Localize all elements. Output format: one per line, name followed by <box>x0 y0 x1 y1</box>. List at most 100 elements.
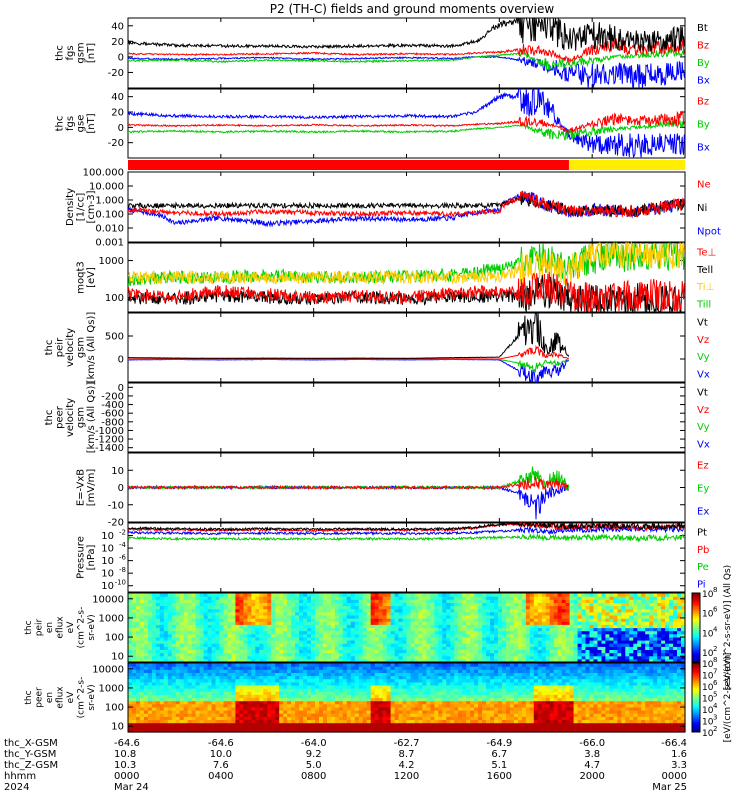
legend-peir_velocity: Vt Vz Vy Vx <box>697 318 710 381</box>
y-tick-label: 10000 <box>92 594 124 605</box>
y-tick-label: 40 <box>111 92 124 103</box>
colorbar-tick-exponent: 8 <box>713 656 717 664</box>
y-tick-label: 20 <box>111 108 124 119</box>
y-axis-label: thcpeervelocitygsm[km/s (All Qs)] <box>44 382 97 454</box>
series-By-line <box>128 47 685 71</box>
legend-entry: Vy <box>697 352 710 363</box>
ephemeris-value: 8.7 <box>399 749 415 760</box>
y-tick-label: -600 <box>101 409 124 420</box>
y-axis-label: Pressure[nPa] <box>76 536 98 579</box>
y-tick-exponent: -2 <box>119 529 126 537</box>
colorbar-label: [eV/(cm^2-s-sr-eV)] (All Qs) <box>723 565 733 690</box>
series-Bz-line <box>128 110 685 134</box>
y-tick-label: -20 <box>108 518 124 529</box>
y-tick-label: 100 <box>105 293 124 304</box>
y-tick-label: 20 <box>111 37 124 48</box>
y-tick-label: -10 <box>108 500 124 511</box>
panel-frame <box>127 662 686 733</box>
legend-pressure: Pt Pb Pe Pi <box>697 528 709 591</box>
ephemeris-value: Mar 25 <box>652 782 687 793</box>
panel-fgs_gse: -20 0 20 40 thcfgsgse[nT] <box>55 88 686 159</box>
y-tick-label: 10 <box>101 556 114 567</box>
series-Vx-line <box>128 358 570 383</box>
legend-entry: Tell <box>696 265 713 276</box>
series-Pe-line <box>128 532 685 543</box>
y-tick-exponent: -10 <box>115 579 126 587</box>
colorbar-tick-exponent: 2 <box>713 645 717 653</box>
series-Vy-line <box>128 358 569 374</box>
series-Pi-line <box>128 525 685 536</box>
colorbar-tick-label: 10 <box>702 718 714 728</box>
legend-entry: Ey <box>697 484 709 495</box>
ephemeris-row-label: thc_Z-GSM <box>4 760 58 771</box>
ephemeris-value: 1.6 <box>671 749 687 760</box>
y-tick-label: -1200 <box>95 435 124 446</box>
legend-entry: Ni <box>697 203 707 214</box>
colorbar-tick-label: 10 <box>702 590 714 600</box>
mode-segment <box>128 160 569 170</box>
y-tick-label: 10000 <box>92 664 124 675</box>
colorbar-tick-exponent: 5 <box>713 691 717 699</box>
legend-entry: Bz <box>697 40 709 51</box>
y-axis-label: thcpeerenefluxeV(cm^2-s-sr-eV) <box>24 677 97 719</box>
ephemeris-value: 0000 <box>114 771 139 782</box>
legend-entry: Bx <box>697 143 710 154</box>
colorbar-tick-label: 10 <box>702 629 714 639</box>
ephemeris-value: 9.2 <box>306 749 322 760</box>
ephemeris-value: Mar 24 <box>114 782 149 793</box>
y-tick-label: 0.010 <box>95 224 124 235</box>
y-tick-label: 0.100 <box>95 210 124 221</box>
ephemeris-value: 4.2 <box>399 760 415 771</box>
y-tick-label: 0 <box>118 483 124 494</box>
spectrogram-cells <box>128 593 686 663</box>
panel-peer_velocity: -1400-1200-1000-800-600-400-2000 thcpeerv… <box>44 382 686 454</box>
series-Ez-line <box>128 475 569 491</box>
series-Ni-line <box>128 193 685 218</box>
spectrogram-cells <box>128 663 686 733</box>
ephemeris-value: 5.1 <box>491 760 507 771</box>
legend-entry: By <box>697 120 710 131</box>
series-Ex-line <box>128 484 569 520</box>
ephemeris-value: 0800 <box>301 771 326 782</box>
y-tick-label: -400 <box>101 400 124 411</box>
legend-temperature: Te⊥ Tell Ti⊥ Till <box>696 248 716 311</box>
y-tick-exponent: -6 <box>119 554 127 562</box>
colorbar-tick-label: 10 <box>702 683 714 693</box>
legend-efield: Ez Ey Ex <box>697 461 709 518</box>
colorbar-tick-label: 10 <box>702 729 714 739</box>
y-axis-label: E=-VxB[mV/m] <box>76 469 98 507</box>
colorbar-tick-label: 10 <box>702 649 714 659</box>
y-tick-label: 0 <box>118 52 124 63</box>
legend-entry: Ne <box>697 180 711 191</box>
ephemeris-row-label: 2024 <box>4 782 29 793</box>
y-tick-label: 100 <box>105 633 124 644</box>
legend-entry: Vz <box>697 335 709 346</box>
colorbar-tick-label: 10 <box>702 660 714 670</box>
y-tick-label: 10 <box>111 722 124 733</box>
y-axis-label: Density[1/cc][cm-3] <box>65 188 97 226</box>
legend-fgs_gsm: Bt Bz By Bx <box>697 23 710 87</box>
mode-segment <box>568 160 685 170</box>
ephemeris-value: 10.3 <box>114 760 136 771</box>
chart-title: P2 (TH-C) fields and ground moments over… <box>270 2 555 16</box>
legend-entry: Vx <box>697 369 710 380</box>
series-Vz-line <box>128 344 570 360</box>
y-tick-label: -1000 <box>95 426 124 437</box>
colorbar-tick-label: 10 <box>702 610 714 620</box>
panel-efield: -20 -10 0 10 E=-VxB[mV/m] <box>76 452 686 529</box>
ephemeris-value: -62.7 <box>394 738 420 749</box>
y-tick-exponent: -8 <box>119 566 126 574</box>
y-axis-label: thcpeirvelocitygsm[km/s (All Qs)] <box>44 312 97 384</box>
y-tick-label: 10 <box>101 544 114 555</box>
ephemeris-value: 1200 <box>394 771 419 782</box>
ephemeris-value: 2000 <box>579 771 604 782</box>
y-tick-label: 40 <box>111 21 124 32</box>
series-Ne-line <box>128 191 685 218</box>
ephemeris-value: -64.6 <box>208 738 234 749</box>
panel-density: 0.001 0.010 0.100 1.000 10.000 100.000 Density… <box>65 168 686 249</box>
legend-entry: Vz <box>697 405 709 416</box>
ephemeris-value: -64.6 <box>114 738 140 749</box>
